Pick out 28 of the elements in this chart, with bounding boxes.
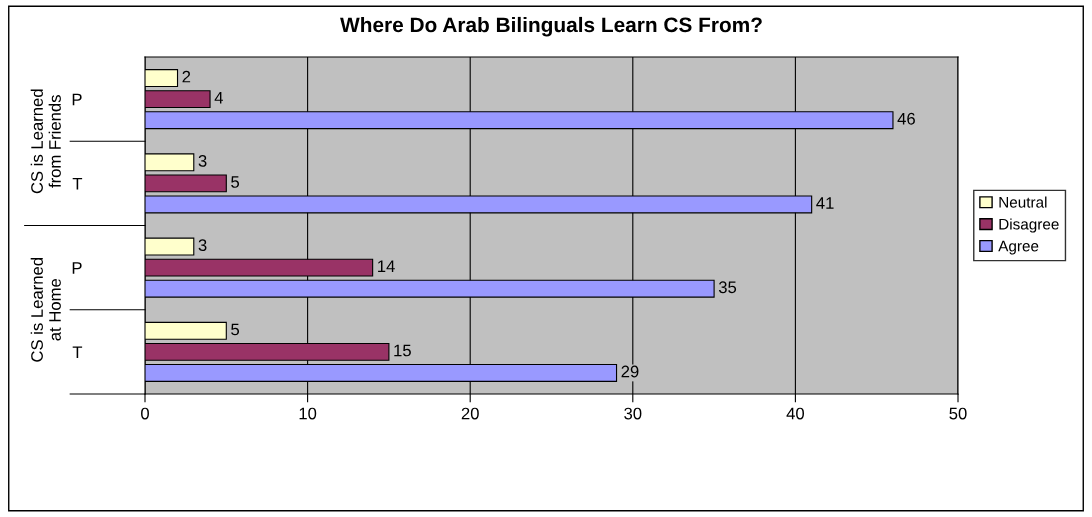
x-tick-label: 50 <box>949 407 967 420</box>
legend-label: Agree <box>998 240 1039 255</box>
x-tick-label: 40 <box>786 407 805 420</box>
y-tick-label: T <box>72 177 83 190</box>
legend-label: Neutral <box>999 196 1047 208</box>
x-tick-label: 20 <box>461 407 479 420</box>
data-label: 5 <box>231 323 240 336</box>
x-tick-label: 0 <box>141 407 149 420</box>
chart-title: Where Do Arab Bilinguals Learn CS From? <box>340 16 762 37</box>
data-label: 15 <box>394 344 411 357</box>
legend-label: Disagree <box>999 218 1059 233</box>
text: CS is Learned at Home <box>30 258 61 362</box>
data-label: 14 <box>378 260 395 272</box>
data-label: 3 <box>198 239 207 252</box>
data-label: 41 <box>816 197 834 209</box>
data-label: 35 <box>718 281 737 294</box>
data-label: 46 <box>897 112 915 125</box>
text: CS is Learned from Friends <box>30 89 61 194</box>
data-label: 2 <box>182 70 191 83</box>
y-tick-label: T <box>72 346 83 358</box>
data-label: 3 <box>198 154 207 167</box>
data-label: 4 <box>214 91 223 104</box>
data-label: 29 <box>621 365 639 378</box>
x-tick-label: 30 <box>624 407 642 420</box>
y-tick-label: P <box>72 262 82 274</box>
x-tick-label: 10 <box>299 407 317 420</box>
y-tick-label: P <box>72 93 82 106</box>
data-label: 5 <box>231 176 240 188</box>
